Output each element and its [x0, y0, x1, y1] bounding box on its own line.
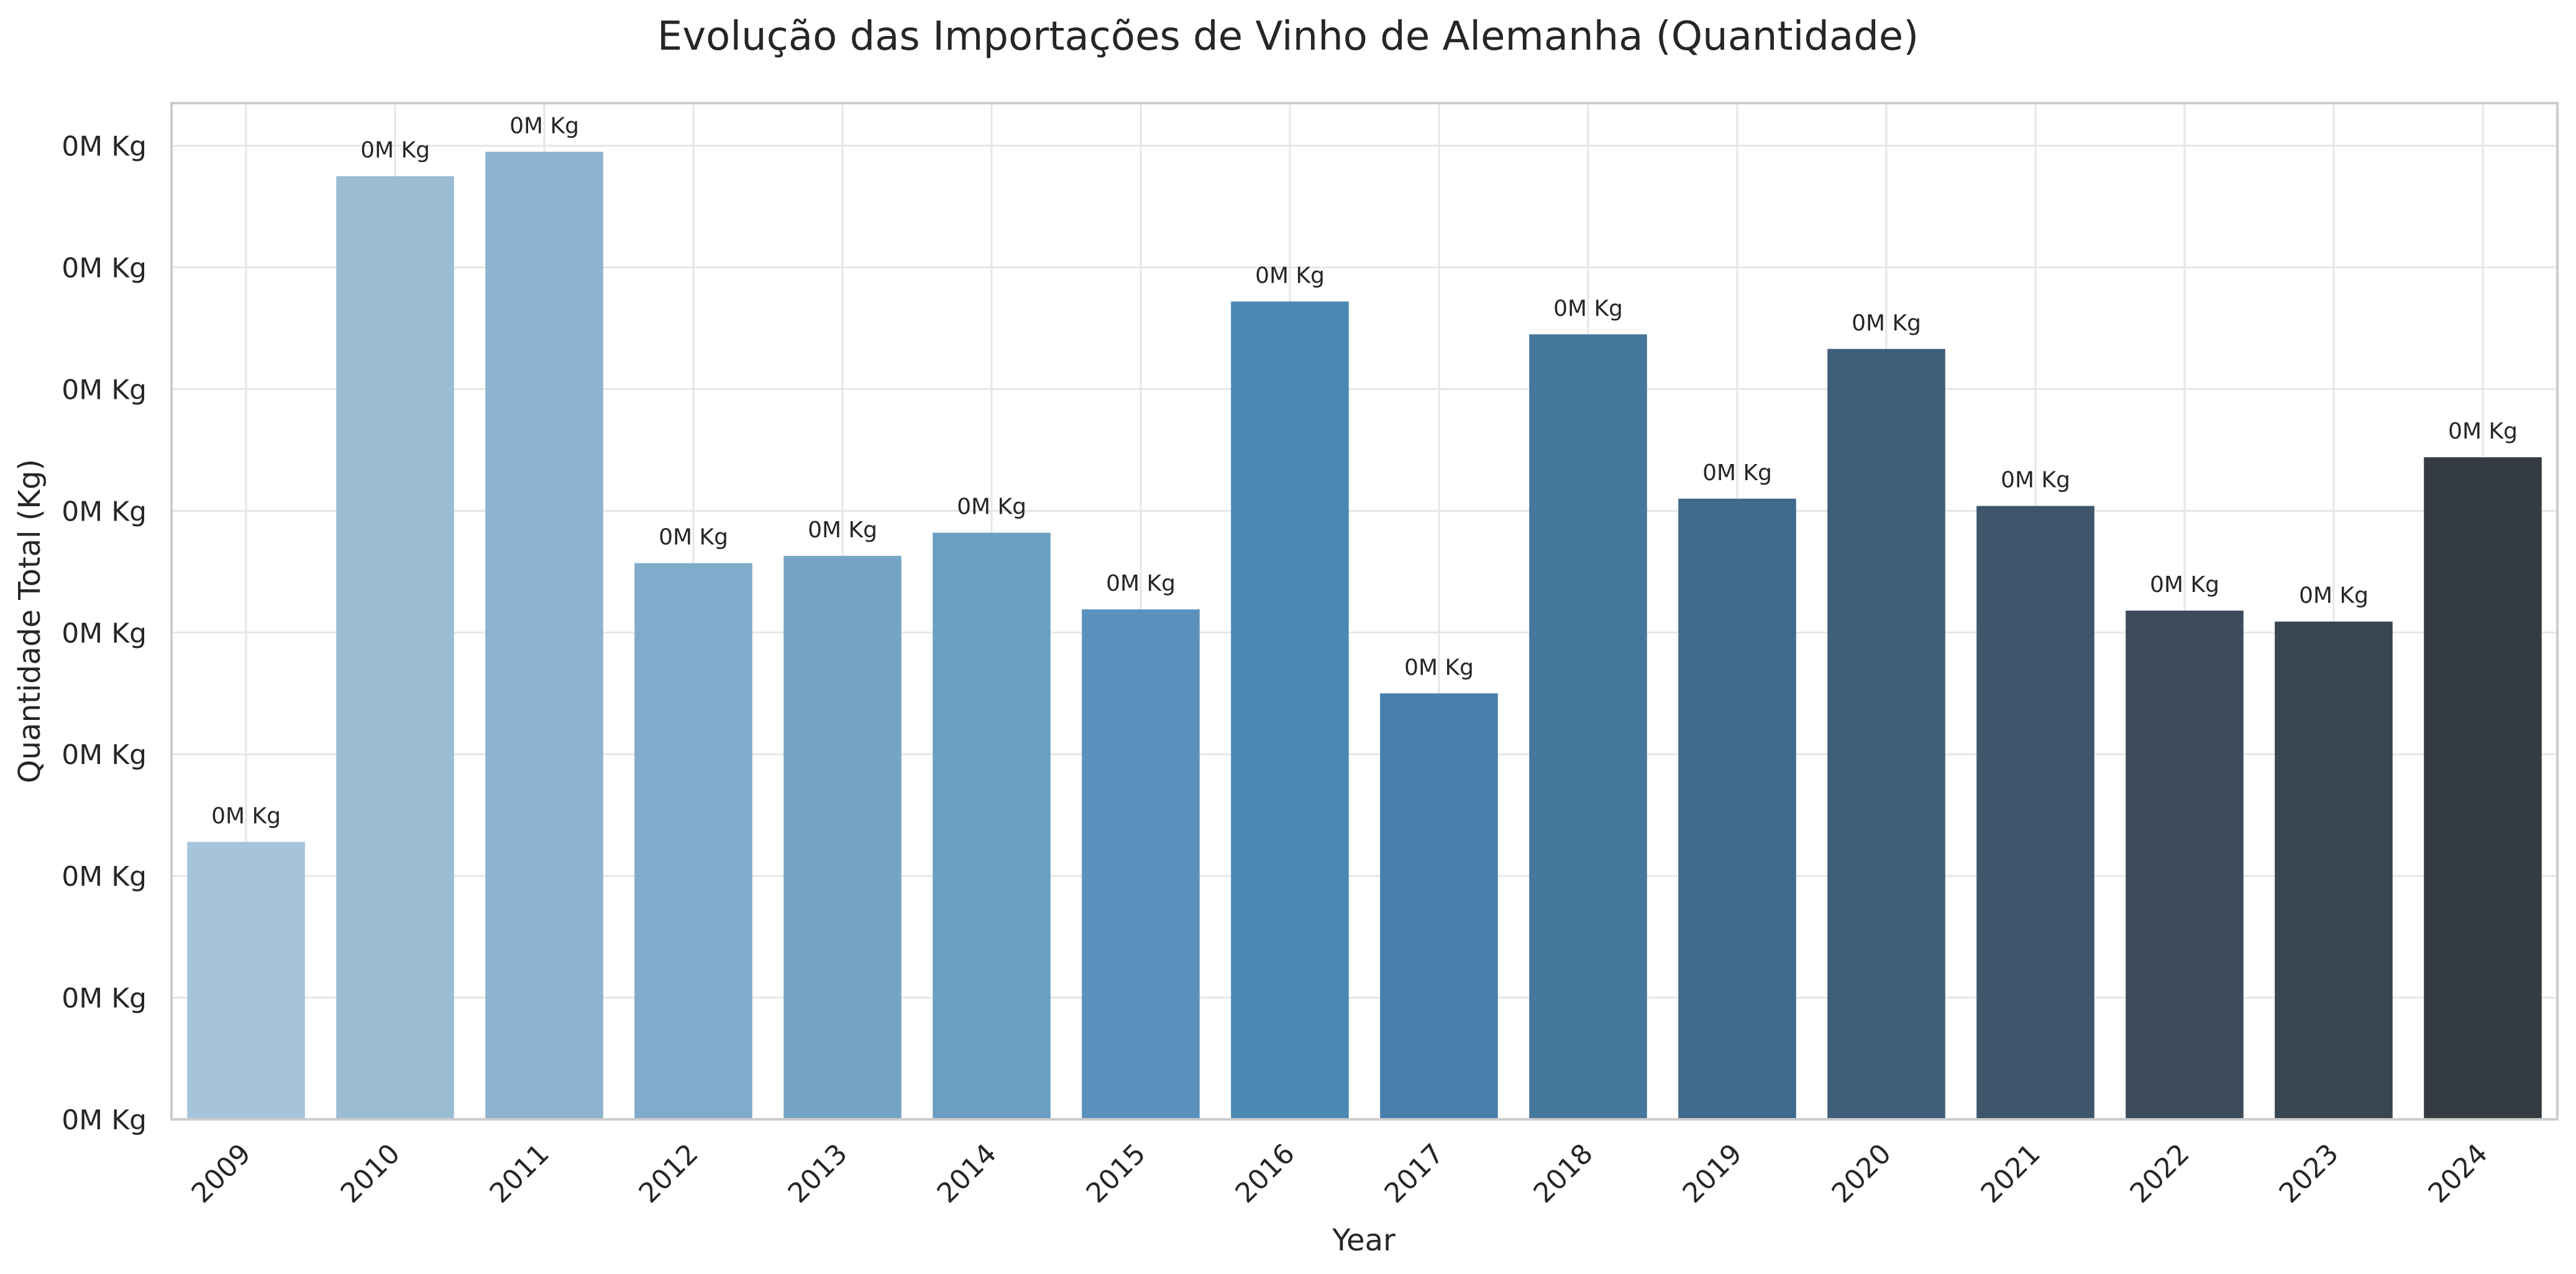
x-tick-label: 2010 — [335, 1138, 406, 1209]
y-tick-label: 0M Kg — [62, 496, 147, 527]
x-axis-ticks: 2009 2010 2011 2012 2013 2014 2015 2016 2017 2018… — [186, 1138, 2494, 1209]
y-tick-label: 0M Kg — [62, 253, 147, 284]
bar-value-label: 0M Kg — [1404, 655, 1474, 680]
bar-value-label: 0M Kg — [1106, 571, 1176, 596]
bar — [634, 563, 752, 1119]
x-tick-label: 2018 — [1528, 1138, 1599, 1209]
y-tick-label: 0M Kg — [62, 131, 147, 163]
x-tick-label: 2021 — [1975, 1138, 2047, 1209]
bar — [783, 555, 902, 1119]
bar — [187, 842, 305, 1119]
x-tick-label: 2015 — [1080, 1138, 1152, 1209]
bar — [2275, 621, 2393, 1119]
x-tick-label: 2020 — [1826, 1138, 1898, 1209]
x-tick-label: 2023 — [2273, 1138, 2345, 1209]
y-tick-label: 0M Kg — [62, 739, 147, 771]
chart-title: Evolução das Importações de Vinho de Ale… — [657, 14, 1919, 60]
bar — [336, 176, 454, 1119]
y-tick-label: 0M Kg — [62, 617, 147, 649]
y-tick-label: 0M Kg — [62, 983, 147, 1014]
bar-value-label: 0M Kg — [1255, 263, 1325, 288]
x-tick-label: 2016 — [1230, 1138, 1301, 1209]
x-tick-label: 2014 — [931, 1138, 1003, 1209]
bar-value-label: 0M Kg — [2299, 583, 2368, 609]
bar-value-label: 0M Kg — [509, 113, 579, 139]
bar — [1678, 498, 1796, 1119]
x-tick-label: 2013 — [782, 1138, 854, 1209]
x-tick-label: 2024 — [2423, 1138, 2494, 1209]
bar-value-label: 0M Kg — [2150, 572, 2219, 598]
bar-value-label: 0M Kg — [808, 517, 877, 543]
y-tick-label: 0M Kg — [62, 1104, 147, 1136]
bar-value-label: 0M Kg — [211, 803, 281, 829]
x-tick-label: 2011 — [484, 1138, 555, 1209]
y-tick-label: 0M Kg — [62, 861, 147, 893]
bars — [187, 152, 2542, 1120]
bar-value-label: 0M Kg — [2001, 468, 2070, 493]
x-tick-label: 2009 — [186, 1138, 257, 1209]
bar — [1976, 506, 2094, 1119]
bar — [1529, 334, 1647, 1120]
y-tick-label: 0M Kg — [62, 374, 147, 406]
bar — [2424, 457, 2542, 1119]
x-tick-label: 2017 — [1379, 1138, 1450, 1209]
bar — [2126, 611, 2244, 1119]
y-axis-label: Quantidade Total (Kg) — [12, 459, 47, 783]
bar — [485, 152, 603, 1120]
bar-value-label: 0M Kg — [1702, 460, 1772, 486]
bar-value-label: 0M Kg — [1852, 311, 1921, 336]
bar — [1827, 348, 1945, 1119]
bar-value-label: 0M Kg — [360, 138, 430, 163]
bar-value-label: 0M Kg — [1553, 296, 1623, 321]
plot-frame — [170, 102, 2559, 1121]
data-labels: 0M Kg 0M Kg 0M Kg 0M Kg 0M Kg 0M Kg 0M Kg 0M Kg… — [211, 113, 2518, 829]
x-axis-label: Year — [1331, 1223, 1395, 1258]
x-tick-label: 2022 — [2124, 1138, 2196, 1209]
bar-value-label: 0M Kg — [659, 525, 728, 550]
y-axis-ticks: 0M Kg 0M Kg 0M Kg 0M Kg 0M Kg 0M Kg 0M Kg 0M Kg… — [62, 131, 147, 1136]
bar — [1380, 693, 1498, 1119]
x-tick-label: 2012 — [633, 1138, 705, 1209]
bar-value-label: 0M Kg — [957, 494, 1026, 520]
bar — [1082, 609, 1200, 1119]
bar — [1231, 301, 1349, 1119]
x-tick-label: 2019 — [1677, 1138, 1748, 1209]
bar — [933, 532, 1051, 1119]
bar-value-label: 0M Kg — [2448, 419, 2518, 444]
